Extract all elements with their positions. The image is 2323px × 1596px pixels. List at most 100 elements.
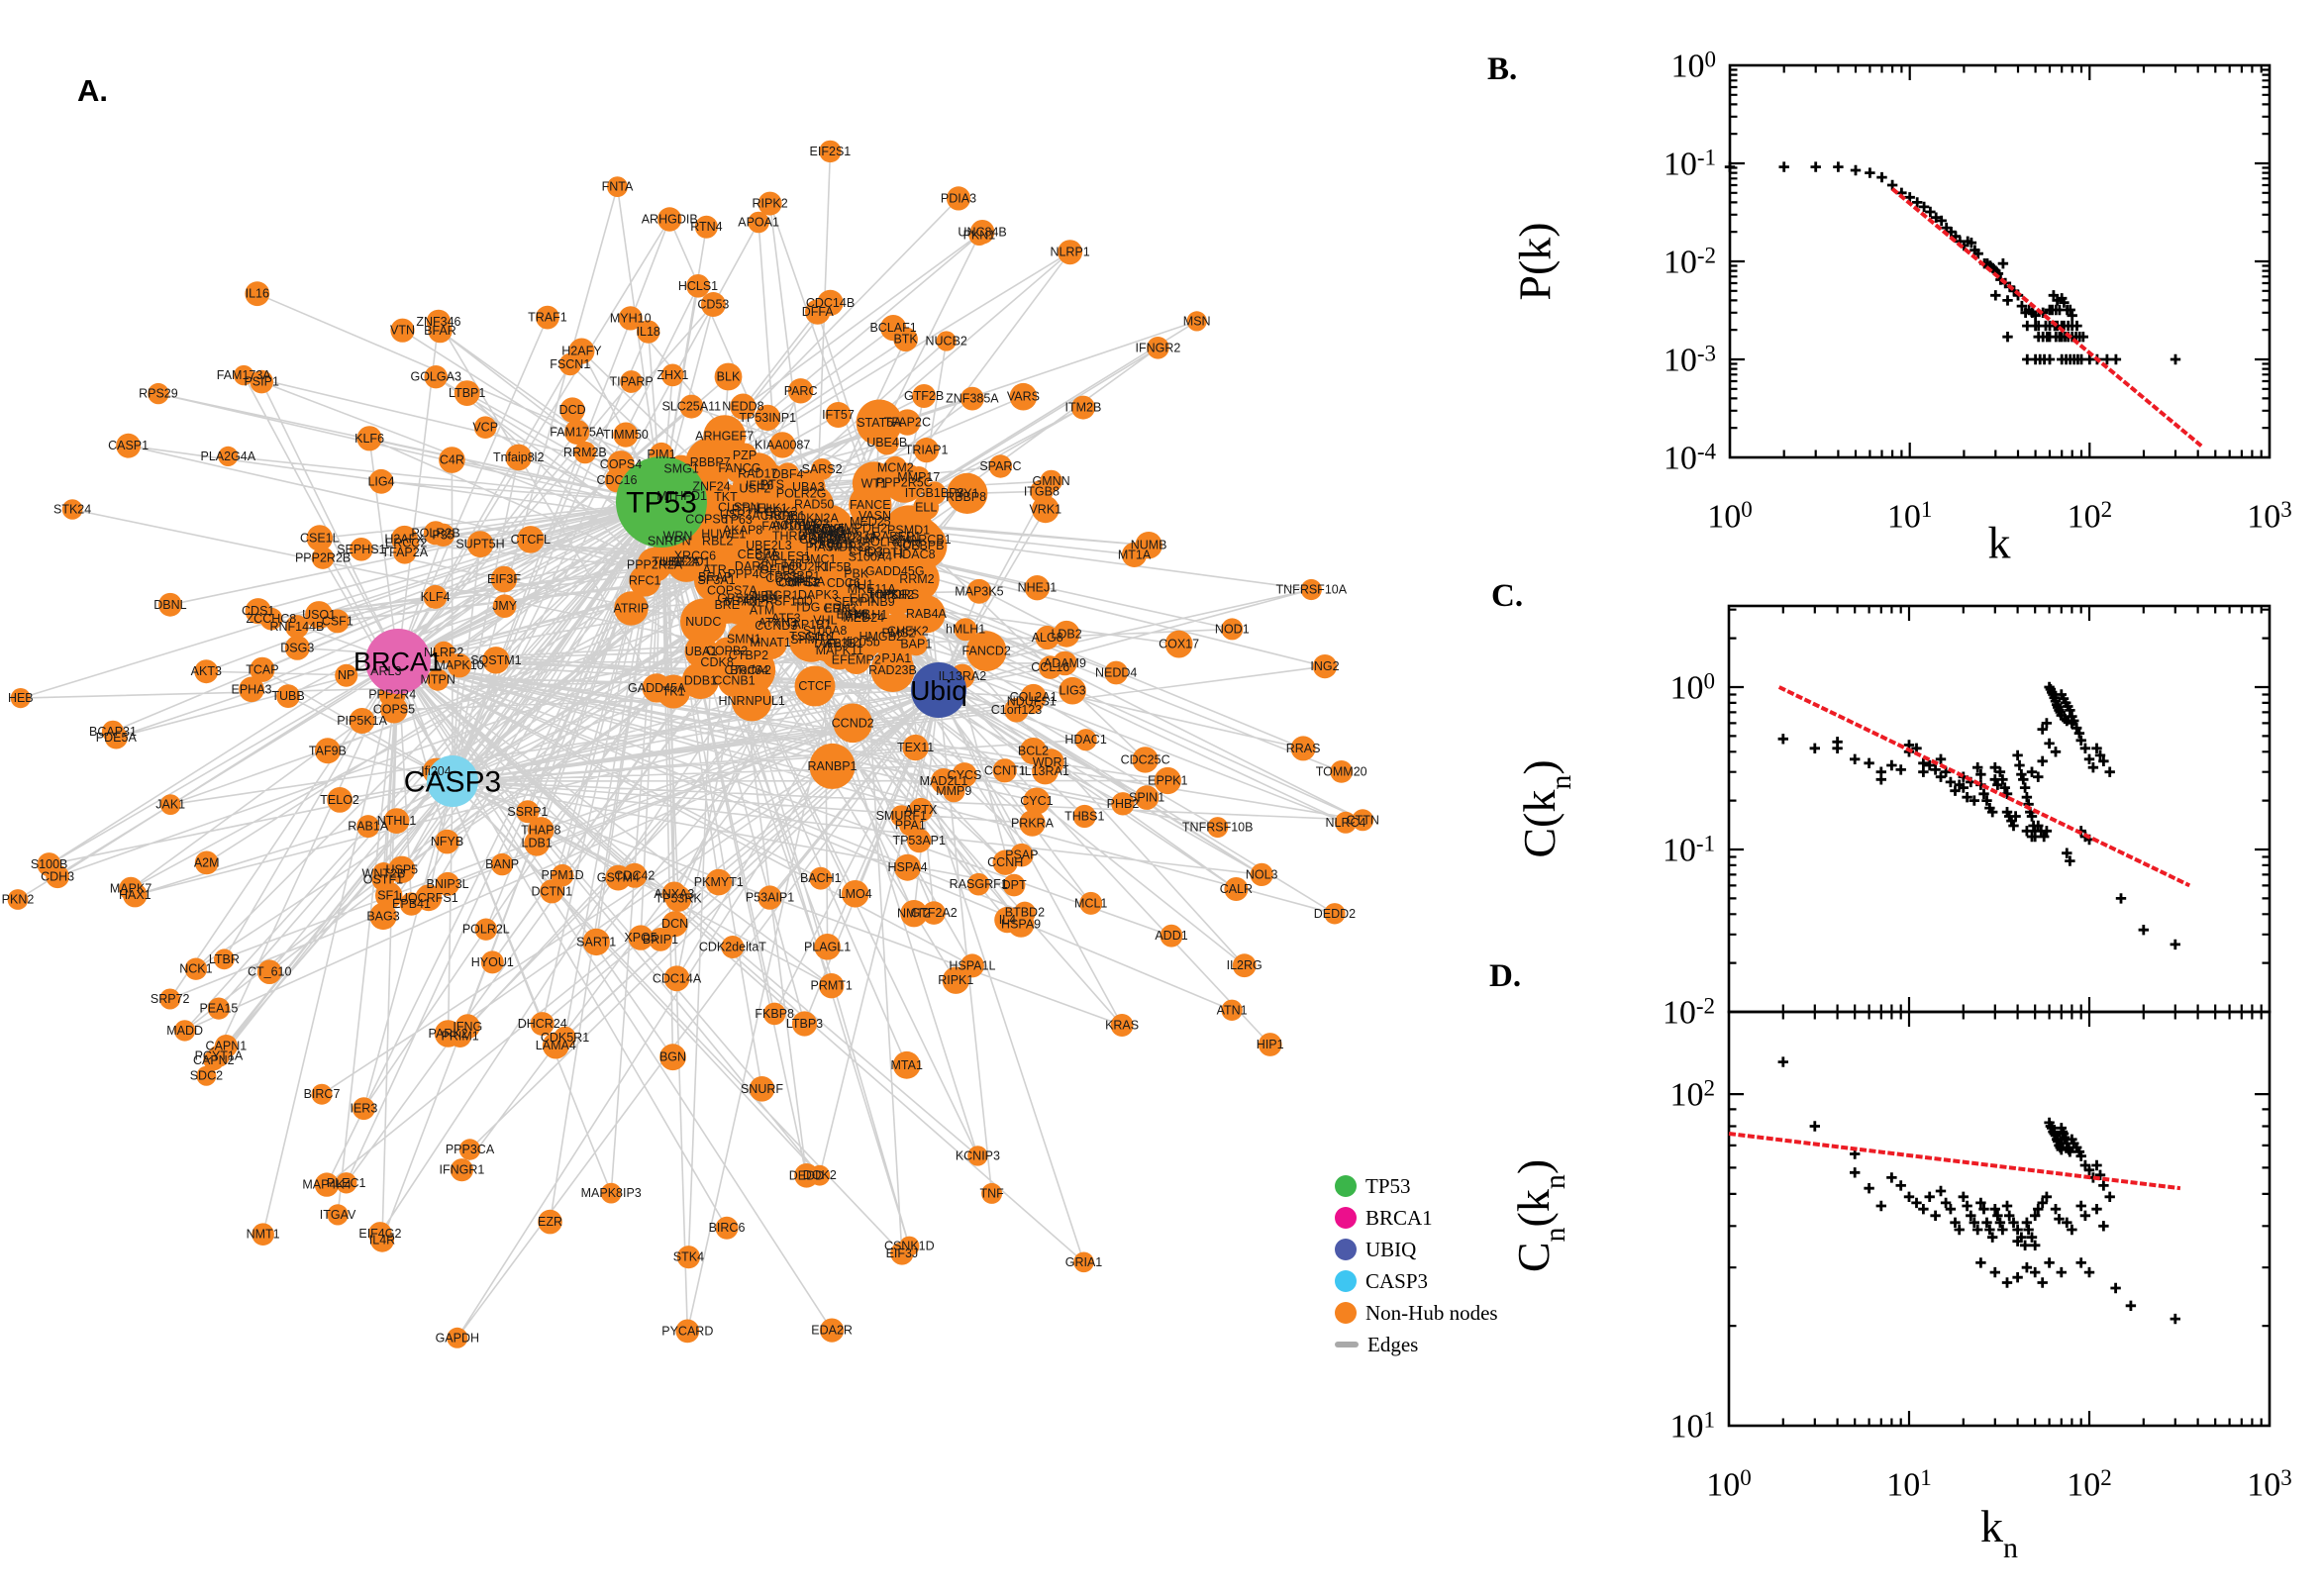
network-node-label: AP1B1: [793, 618, 832, 632]
network-node-label: HCLS1: [678, 279, 718, 293]
network-node: [482, 647, 510, 674]
network-node-label: ARHGDIB: [642, 213, 698, 227]
network-node: [335, 663, 358, 687]
network-node-label: IL13RA2: [939, 669, 987, 683]
network-node-label: CEBPB: [902, 539, 944, 552]
network-node: [369, 902, 397, 931]
network-node: [637, 320, 660, 344]
network-node-label: TP63: [723, 513, 753, 527]
network-node: [676, 1246, 701, 1269]
network-node: [1258, 1033, 1282, 1056]
network-node-label: SF1: [377, 889, 400, 903]
network-node-label: LIG4: [367, 474, 394, 488]
network-node-label: ILK: [802, 519, 821, 533]
network-node-label: PZP: [733, 449, 757, 462]
network-node-label: FANCD2: [962, 645, 1011, 658]
network-node-label: HAX1: [119, 888, 152, 902]
network-node-label: TP53AP1: [892, 834, 946, 848]
network-node: [735, 460, 784, 510]
network-node-label: CHD3: [850, 545, 883, 558]
network-node: [568, 338, 595, 364]
network-node: [447, 653, 472, 678]
network-node: [1312, 654, 1338, 679]
network-node-label: GADD45A: [628, 681, 686, 695]
network-node: [454, 380, 480, 406]
chart-B-scatter-points: [1724, 161, 2181, 365]
network-node-label: RAB4A: [906, 607, 948, 621]
network-node: [809, 743, 856, 789]
network-node-label: BAP1: [900, 638, 932, 651]
network-node: [311, 547, 335, 569]
network-node-label: OSTF1: [363, 873, 403, 887]
network-node: [758, 191, 782, 216]
network-node-label: BRE: [714, 598, 740, 612]
network-node: [336, 1172, 357, 1194]
network-node-label: SART1: [576, 935, 616, 948]
edge-line-icon: [1335, 1342, 1359, 1347]
network-node-label: YY1: [956, 486, 979, 500]
network-node: [393, 541, 417, 564]
network-node: [907, 466, 930, 489]
network-node: [988, 454, 1013, 478]
network-node: [1110, 1014, 1134, 1037]
network-node-label: XPO5: [624, 931, 656, 945]
network-node-label: TUBB2A: [652, 555, 700, 569]
network-node-label: STAT5A: [857, 416, 902, 430]
network-node: [809, 866, 833, 890]
chart-D-ticks: [1729, 1012, 2270, 1426]
network-node-label: HUWE1: [701, 528, 746, 542]
network-node-label: PYCARD: [661, 1324, 713, 1338]
network-node-label: RASGRF1: [950, 877, 1008, 891]
network-node-label: TCAP: [246, 662, 278, 676]
network-node-label: SPARC: [979, 459, 1021, 473]
network-node-label: MTPN: [420, 673, 454, 687]
network-node: [908, 797, 934, 823]
network-node-labels: MNDA Ifi205b ZNF24 USF2 BCCIP TAF6 WDR33POLR2H…: [2, 145, 1379, 1345]
network-node-label: RAD23B: [868, 663, 917, 677]
network-node-label: NBN: [752, 589, 777, 603]
network-node-label: PKMYT1: [694, 875, 744, 889]
network-node: [758, 885, 782, 910]
network-node-label: ITM2B: [1064, 401, 1101, 415]
network-node-label: HYOU1: [471, 955, 514, 969]
network-node-label: UBE2L3: [746, 539, 792, 552]
network-node-label: COPS5: [373, 703, 415, 717]
network-node-label: Ifi204: [421, 764, 452, 778]
network-node-label: hMLH1: [946, 623, 985, 637]
network-node-label: SNURF: [741, 1082, 783, 1096]
network-node-label: AP2B1: [810, 532, 849, 546]
network-node-label: EIF4G2: [358, 1227, 401, 1241]
network-node: [1207, 817, 1229, 839]
network-node-label: PPP2R5C: [876, 476, 933, 490]
network-node-label: RBBP8: [946, 490, 986, 504]
network-node-label: BGN: [659, 1050, 686, 1064]
network-node-label: CDC6: [827, 576, 860, 590]
network-node-label: HDAC8: [893, 548, 935, 561]
network-node: [284, 635, 310, 660]
network-node: [325, 609, 350, 634]
network-node-label: SDC2: [190, 1069, 223, 1083]
network-node: [311, 1083, 333, 1105]
network-node: [883, 455, 908, 480]
network-node-label: EDA2R: [811, 1324, 853, 1338]
network-node: [256, 959, 282, 984]
network-node-label: PFAS: [746, 592, 777, 606]
network-node-label: CHEK2: [887, 625, 929, 639]
network-node-label: PLEC1: [327, 1176, 366, 1190]
network-node: [239, 676, 264, 703]
network-node: [439, 447, 465, 473]
network-node-label: EIF3F: [487, 572, 521, 586]
legend-item-tp53: TP53: [1335, 1170, 1498, 1202]
network-node-label: PPP4C: [728, 567, 768, 581]
network-node: [104, 726, 128, 749]
network-node: [218, 446, 239, 466]
network-node: [582, 928, 610, 956]
network-node-label: IER3: [351, 1102, 378, 1116]
network-node-label: ATRIP: [613, 602, 649, 616]
network-node-label: RFC1: [629, 574, 661, 588]
network-node-label: PEA15: [199, 1002, 238, 1016]
network-node: [435, 829, 459, 854]
network-node-label: BRIP1: [643, 933, 678, 947]
network-node-label: UBE4B: [866, 436, 907, 449]
network-node: [426, 309, 452, 335]
